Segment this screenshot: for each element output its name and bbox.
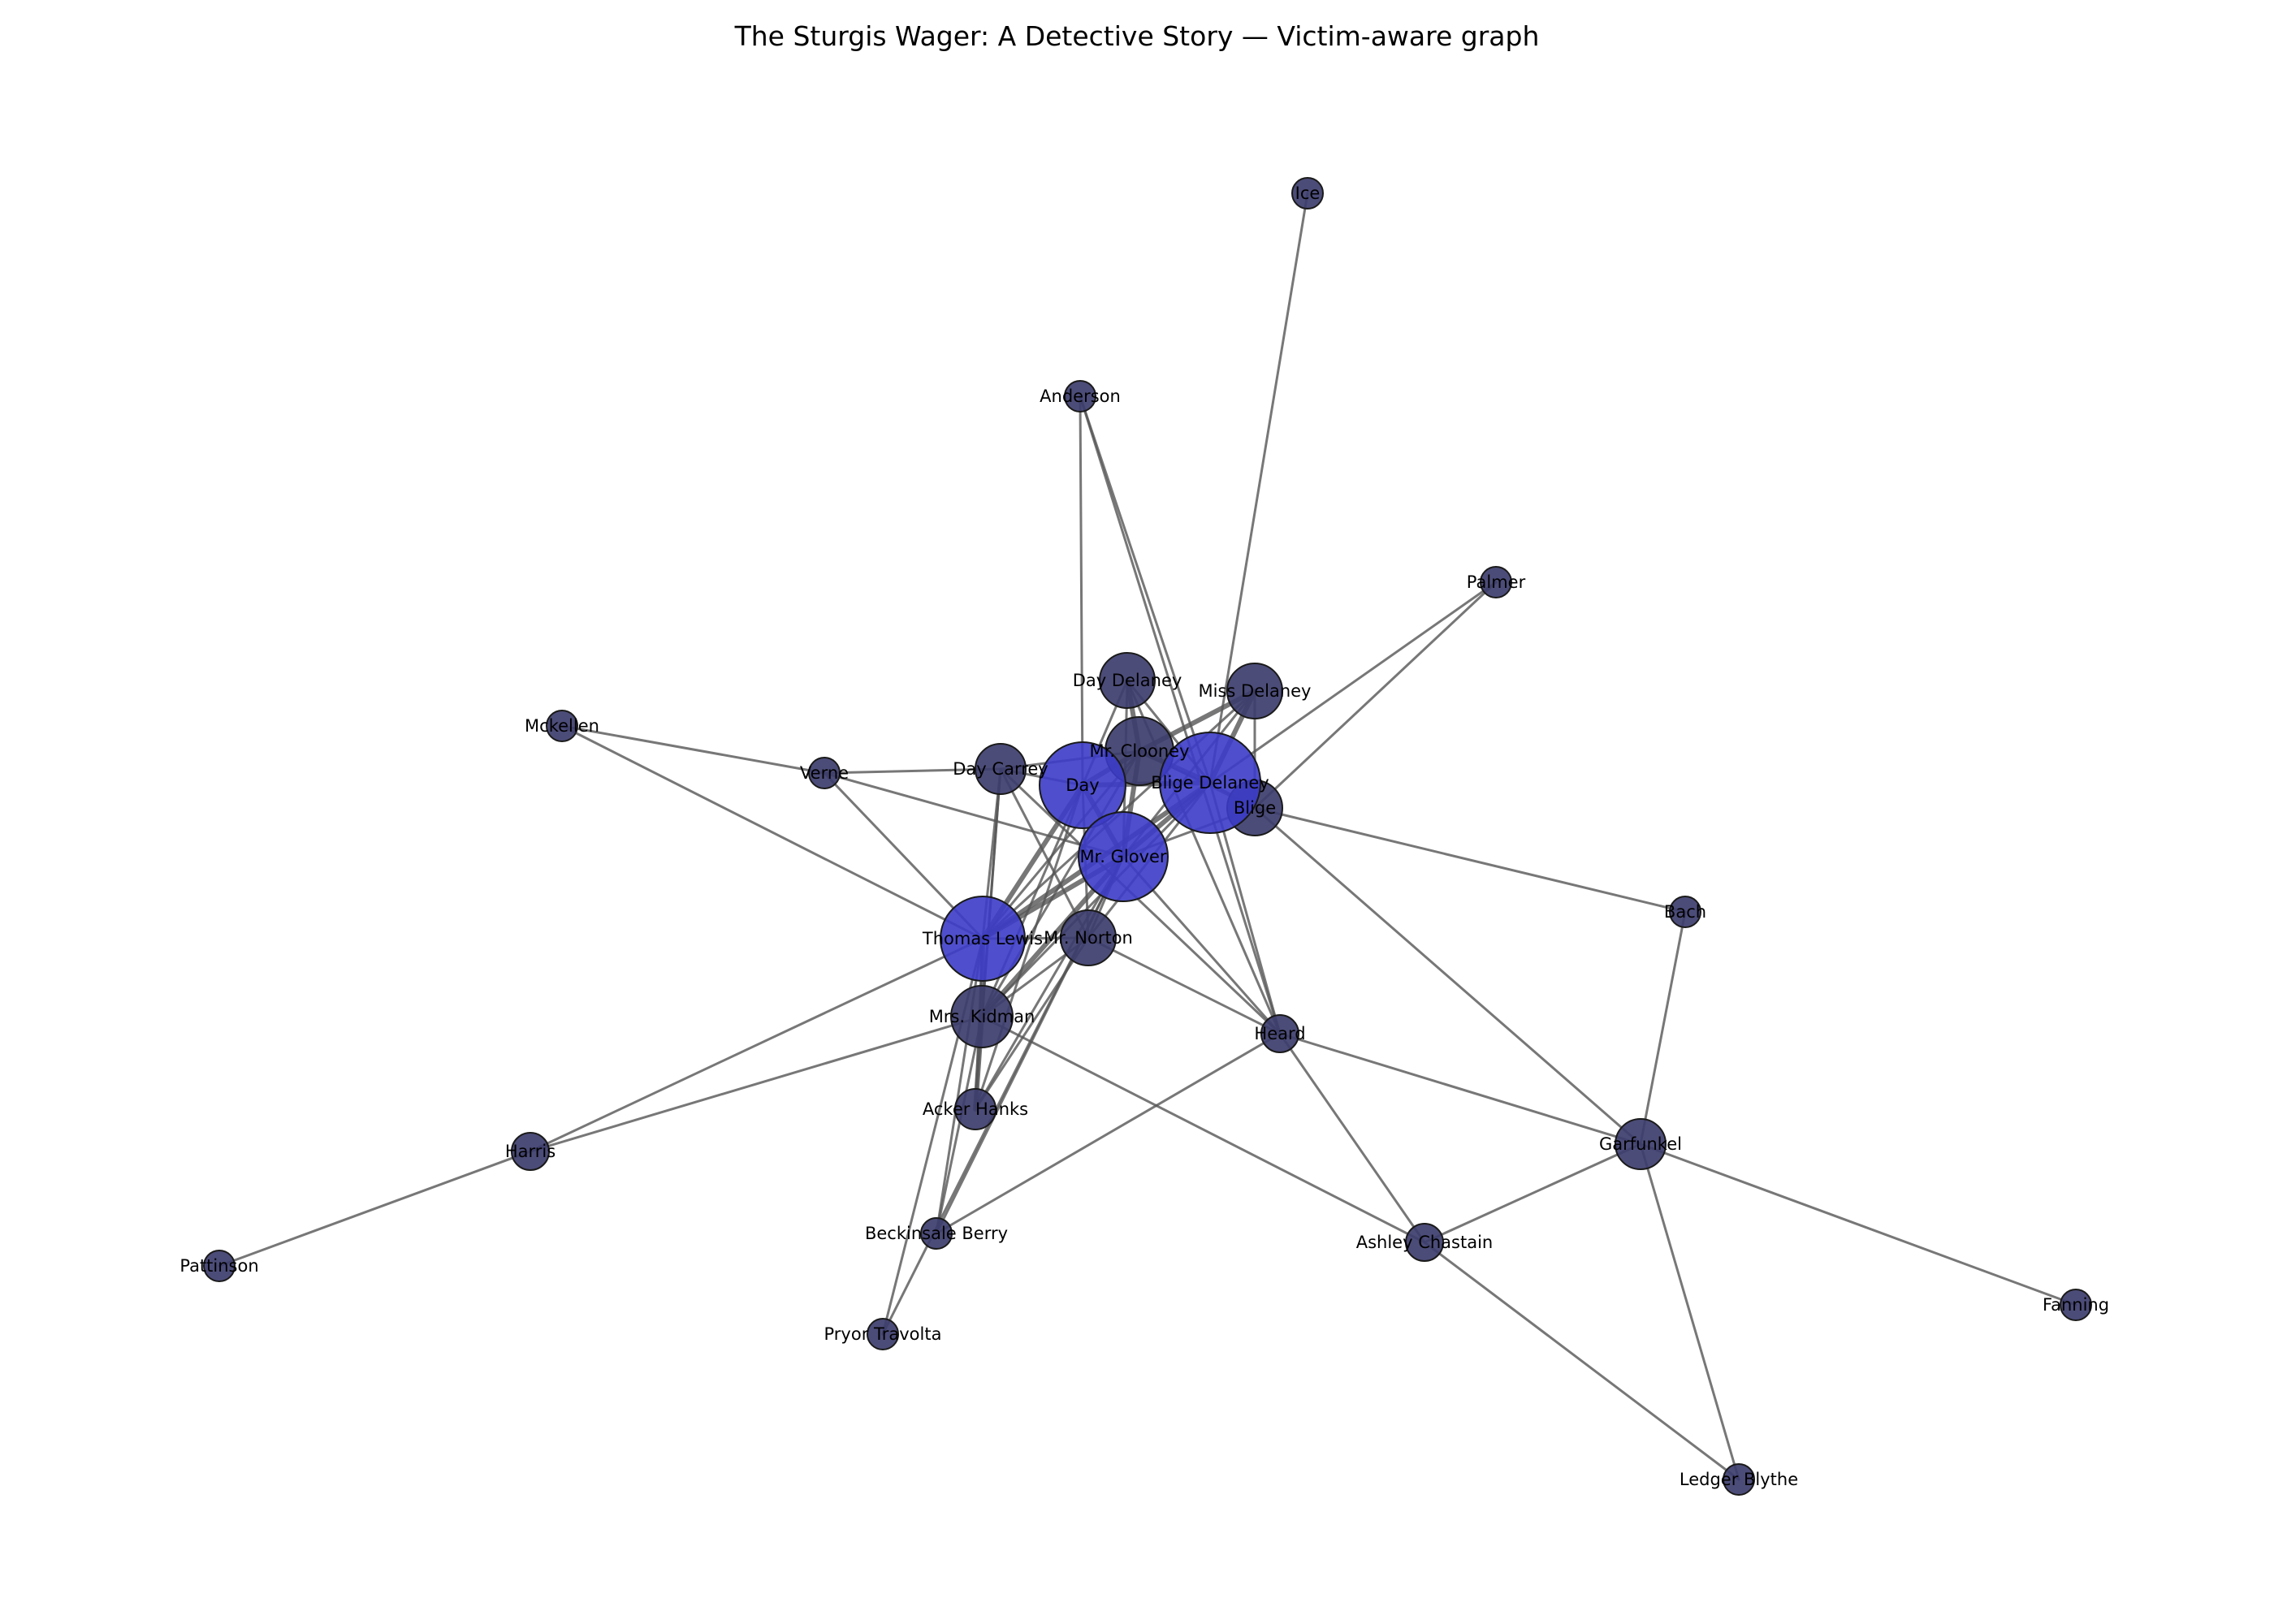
node-label-mr-norton: Mr. Norton [1044, 928, 1133, 948]
graph-title: The Sturgis Wager: A Detective Story — V… [734, 20, 1540, 52]
node-label-mr-glover: Mr. Glover [1079, 847, 1166, 866]
edge-mrs_kidman-harris [529, 1015, 984, 1153]
edge-mckellen-verne [560, 724, 826, 775]
node-fanning[interactable] [2060, 1289, 2092, 1321]
node-ice[interactable] [1291, 177, 1324, 209]
node-heard[interactable] [1260, 1014, 1299, 1053]
node-label-day-delaney: Day Delaney [1073, 671, 1182, 690]
edge-blige_delaney-mrs_kidman [980, 781, 1212, 1018]
edge-mrs_kidman-ashley_chastain [980, 1015, 1426, 1244]
node-pryor-travolta[interactable] [867, 1318, 899, 1350]
node-label-ice: Ice [1295, 184, 1321, 203]
node-label-pryor-travolta: Pryor Travolta [824, 1324, 942, 1344]
node-thomas-lewis[interactable] [940, 896, 1026, 982]
node-mrs-kidman[interactable] [950, 985, 1014, 1048]
node-label-fanning: Fanning [2043, 1295, 2109, 1315]
edge-ashley_chastain-ledger_blythe [1423, 1241, 1740, 1481]
edge-verne-day_carrey [823, 767, 1002, 775]
edge-ice-blige_delaney [1208, 192, 1309, 784]
node-ledger-blythe[interactable] [1723, 1463, 1755, 1496]
edge-garfunkel-ashley_chastain [1423, 1142, 1642, 1244]
node-label-blige: Blige [1234, 798, 1276, 818]
node-label-harris: Harris [505, 1142, 556, 1161]
node-ashley-chastain[interactable] [1405, 1223, 1444, 1262]
edge-heard-ashley_chastain [1278, 1032, 1426, 1244]
node-label-palmer: Palmer [1467, 572, 1526, 592]
node-bach[interactable] [1669, 896, 1701, 928]
node-garfunkel[interactable] [1615, 1118, 1667, 1170]
edge-anderson-heard [1079, 395, 1282, 1035]
edge-bach-garfunkel [1639, 910, 1687, 1146]
node-label-pattinson: Pattinson [179, 1256, 258, 1276]
node-beckinsale-berry[interactable] [920, 1217, 953, 1250]
node-label-day-carrey: Day Carrey [953, 759, 1048, 779]
node-label-blige-delaney: Blige Delaney [1151, 773, 1269, 793]
node-label-miss-delaney: Miss Delaney [1199, 681, 1312, 701]
node-label-heard: Heard [1254, 1024, 1305, 1043]
node-label-day: Day [1066, 775, 1099, 795]
edge-garfunkel-ledger_blythe [1639, 1142, 1740, 1481]
edge-heard-garfunkel [1278, 1032, 1642, 1146]
edge-heard-beckinsale_berry [935, 1032, 1282, 1235]
node-palmer[interactable] [1480, 566, 1512, 598]
edge-blige-bach [1253, 806, 1687, 914]
node-pattinson[interactable] [203, 1250, 236, 1282]
node-mr-glover[interactable] [1078, 811, 1169, 902]
node-label-ledger-blythe: Ledger Blythe [1680, 1470, 1798, 1489]
edge-mr_norton-acker_hanks [974, 936, 1090, 1111]
nodes-layer [203, 177, 2092, 1496]
node-blige-delaney[interactable] [1159, 732, 1261, 834]
node-day[interactable] [1039, 741, 1126, 829]
node-label-beckinsale-berry: Beckinsale Berry [865, 1224, 1008, 1243]
edge-mckellen-thomas_lewis [560, 724, 984, 940]
node-label-bach: Bach [1664, 902, 1706, 922]
edge-mr_norton-heard [1087, 936, 1282, 1035]
node-label-mckellen: Mckellen [525, 716, 599, 736]
edge-day_carrey-heard [999, 767, 1282, 1035]
edge-garfunkel-fanning [1639, 1142, 2077, 1307]
edge-palmer-blige [1253, 581, 1498, 810]
node-label-acker-hanks: Acker Hanks [923, 1099, 1028, 1119]
node-verne[interactable] [808, 757, 841, 789]
node-harris[interactable] [511, 1132, 550, 1171]
labels-layer: Ice Anderson Palmer Day Delaney Miss Delaney… [179, 184, 2109, 1489]
node-acker-hanks[interactable] [954, 1088, 996, 1130]
node-anderson[interactable] [1064, 380, 1096, 412]
edge-thomas_lewis-harris [529, 937, 984, 1153]
node-label-mr-clooney: Mr. Clooney [1089, 741, 1189, 761]
node-day-delaney[interactable] [1099, 652, 1156, 709]
edge-blige-garfunkel [1253, 806, 1642, 1146]
node-label-verne: Verne [800, 763, 849, 783]
edge-mrs_kidman-beckinsale_berry [935, 1015, 984, 1235]
edge-mr_glover-acker_hanks [974, 855, 1125, 1111]
node-label-garfunkel: Garfunkel [1599, 1134, 1682, 1154]
node-label-thomas-lewis: Thomas Lewis [922, 929, 1043, 948]
edge-palmer-blige_delaney [1208, 581, 1498, 784]
node-miss-delaney[interactable] [1226, 663, 1283, 719]
node-label-anderson: Anderson [1040, 387, 1121, 406]
edge-anderson-blige_delaney [1079, 395, 1212, 784]
edge-anderson-day [1079, 395, 1084, 787]
node-mr-norton[interactable] [1060, 909, 1117, 966]
edge-verne-mr_glover [823, 771, 1125, 858]
node-label-ashley-chastain: Ashley Chastain [1356, 1233, 1494, 1252]
edge-harris-pattinson [218, 1150, 532, 1268]
node-mckellen[interactable] [546, 710, 578, 742]
node-day-carrey[interactable] [975, 743, 1027, 795]
node-label-mrs-kidman: Mrs. Kidman [929, 1007, 1035, 1026]
